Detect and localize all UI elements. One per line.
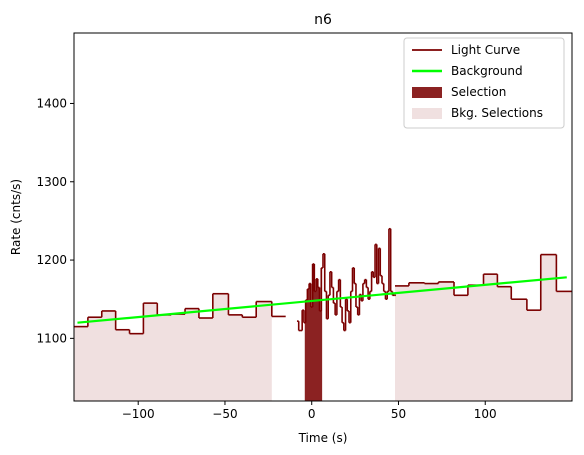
bkg-selection-area-1 <box>74 293 272 401</box>
y-axis-ticks: 1100 1200 1300 1400 <box>36 96 74 345</box>
legend-frame <box>403 37 565 129</box>
x-tick-label: 50 <box>391 407 406 421</box>
x-tick-label: 100 <box>474 407 497 421</box>
y-tick-label: 1300 <box>36 175 67 189</box>
legend-label-2: Background <box>451 64 523 78</box>
chart-title: n6 <box>314 12 332 28</box>
selection-area <box>304 263 323 401</box>
legend-label-4: Bkg. Selections <box>451 106 543 120</box>
plot-frame <box>73 32 573 402</box>
light-curve-layer <box>74 227 572 335</box>
selection-layer <box>304 263 323 401</box>
x-tick-label: −50 <box>212 407 237 421</box>
legend-swatch-4 <box>412 108 442 119</box>
legend-label-3: Selection <box>451 85 506 99</box>
y-tick-label: 1200 <box>36 253 67 267</box>
background-layer <box>77 276 567 324</box>
x-tick-label: −100 <box>122 407 155 421</box>
x-axis-label: Time (s) <box>298 431 348 445</box>
bkg-selection-area-2 <box>395 254 572 401</box>
x-tick-label: 0 <box>308 407 316 421</box>
bkg-selection-layer <box>74 254 572 401</box>
legend: Light Curve Background Selection Bkg. Selec… <box>403 37 565 129</box>
y-tick-label: 1100 <box>36 331 67 345</box>
x-axis-ticks: −100 −50 0 50 100 <box>122 401 497 421</box>
y-axis-label: Rate (cnts/s) <box>9 179 23 255</box>
y-tick-label: 1400 <box>36 96 67 110</box>
legend-swatch-3 <box>412 87 442 98</box>
legend-label-1: Light Curve <box>451 43 520 57</box>
background-line <box>77 276 567 324</box>
